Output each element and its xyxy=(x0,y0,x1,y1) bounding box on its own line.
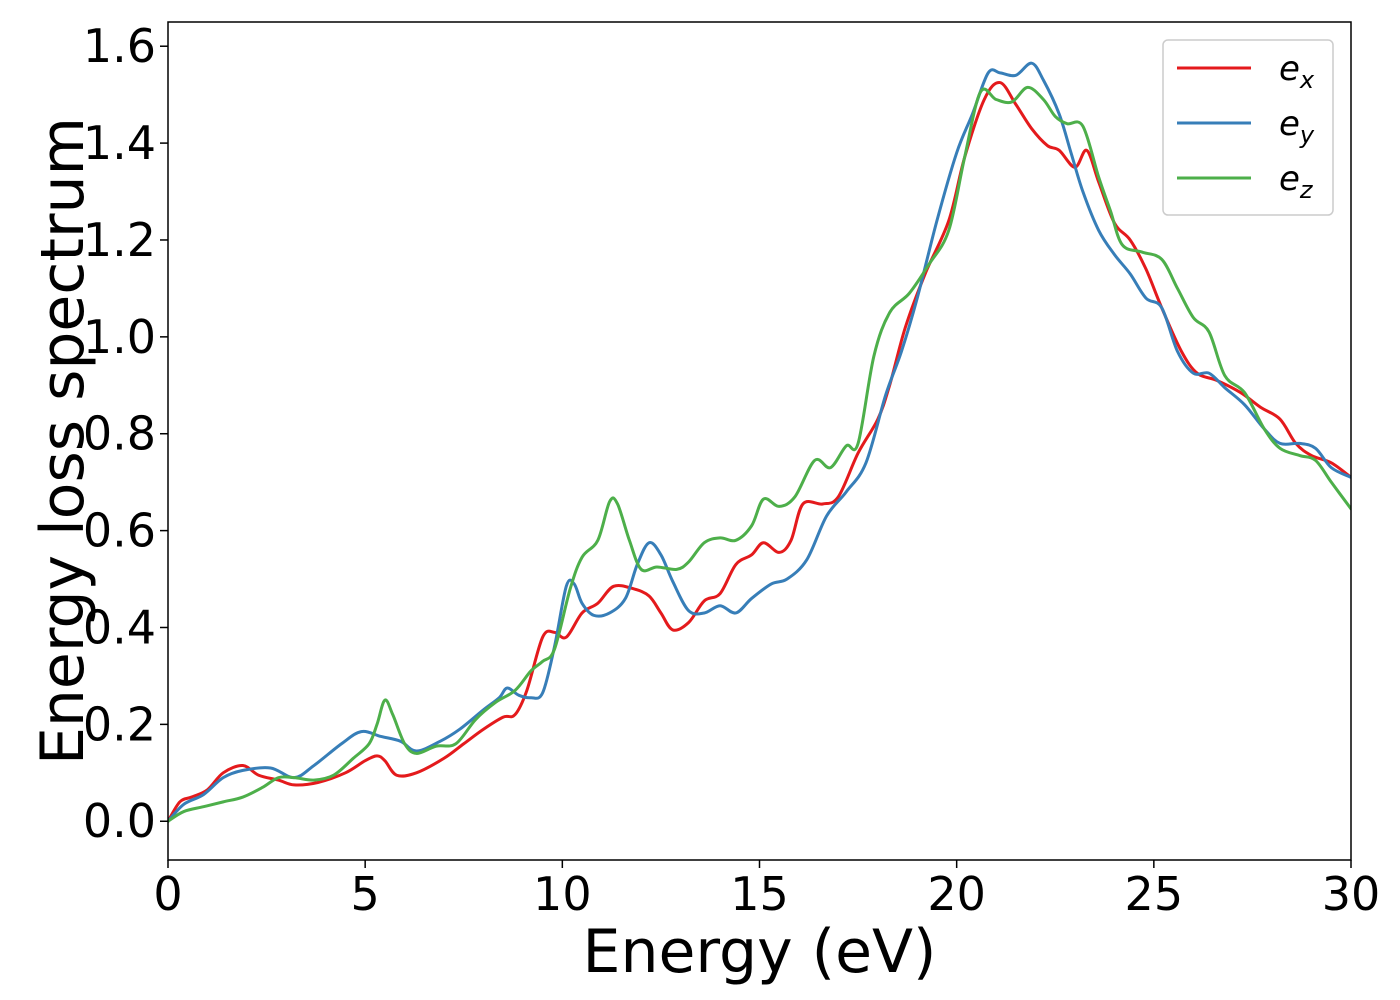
x-tick-label: 15 xyxy=(730,867,789,921)
y-tick-label: 0.2 xyxy=(83,697,156,751)
legend-label-base: e xyxy=(1279,159,1300,199)
y-tick-label: 0.6 xyxy=(83,504,156,558)
legend-label-subscript: z xyxy=(1299,176,1314,204)
y-tick-label: 0.0 xyxy=(83,794,156,848)
legend-label-z: ez xyxy=(1279,159,1314,204)
y-tick-label: 0.4 xyxy=(83,600,156,654)
legend-label-base: e xyxy=(1279,49,1300,89)
x-axis-title: Energy (eV) xyxy=(583,917,937,987)
legend-label-subscript: x xyxy=(1299,66,1315,94)
y-tick-label: 1.2 xyxy=(83,213,156,267)
legend-label-x: ex xyxy=(1279,49,1315,94)
y-tick-label: 1.6 xyxy=(83,19,156,73)
x-tick-label: 10 xyxy=(533,867,592,921)
legend-box xyxy=(1162,39,1334,216)
legend-label-subscript: y xyxy=(1299,121,1315,149)
series-line-x xyxy=(168,81,1351,823)
y-axis-title: Energy loss spectrum xyxy=(28,117,98,765)
y-tick-label: 1.4 xyxy=(83,116,156,170)
x-tick-label: 30 xyxy=(1322,867,1381,921)
y-tick-label: 0.8 xyxy=(83,407,156,461)
x-tick-label: 20 xyxy=(927,867,986,921)
y-axis-ticks: 0.0 0.2 0.4 0.6 0.8 1.0 1.2 1.4 1.6 xyxy=(83,19,168,848)
x-tick-label: 5 xyxy=(351,867,380,921)
legend-label-base: e xyxy=(1279,104,1300,144)
x-axis-ticks: 0 5 10 15 20 25 30 xyxy=(153,860,1380,921)
y-tick-label: 1.0 xyxy=(83,310,156,364)
series-line-z xyxy=(168,85,1351,823)
series-layer xyxy=(168,61,1351,823)
series-line-y xyxy=(168,61,1351,823)
x-tick-label: 0 xyxy=(153,867,182,921)
x-tick-label: 25 xyxy=(1125,867,1184,921)
legend-label-y: ey xyxy=(1279,104,1315,149)
